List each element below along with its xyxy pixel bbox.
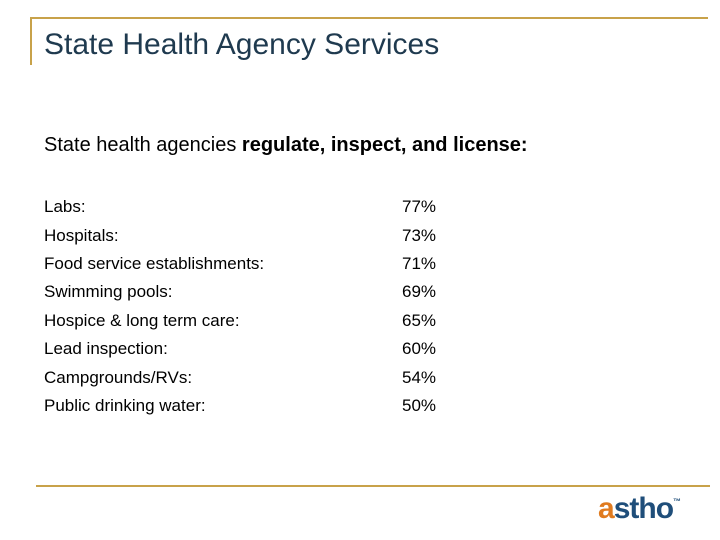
item-value: 65% xyxy=(402,310,437,330)
item-value: 50% xyxy=(402,395,437,415)
item-value: 77% xyxy=(402,197,437,217)
footer-line xyxy=(36,485,710,487)
item-value: 54% xyxy=(402,367,437,387)
list-item: Hospice & long term care: 65% xyxy=(44,307,464,335)
frame-top-line xyxy=(30,17,708,19)
item-value: 69% xyxy=(402,282,437,302)
list-item: Food service establishments: 71% xyxy=(44,250,464,278)
astho-logo: astho™ xyxy=(598,492,681,526)
item-label: Public drinking water: xyxy=(44,395,206,415)
slide-title: State Health Agency Services xyxy=(44,28,440,61)
subtitle-plain: State health agencies xyxy=(44,134,242,156)
list-item: Labs: 77% xyxy=(44,193,464,221)
item-value: 71% xyxy=(402,253,437,273)
list-item: Lead inspection: 60% xyxy=(44,335,464,363)
list-item: Public drinking water: 50% xyxy=(44,392,464,420)
item-label: Food service establishments: xyxy=(44,253,265,273)
list-item: Swimming pools: 69% xyxy=(44,278,464,306)
item-label: Lead inspection: xyxy=(44,339,168,359)
item-label: Hospitals: xyxy=(44,225,119,245)
item-value: 73% xyxy=(402,225,437,245)
item-value: 60% xyxy=(402,339,437,359)
logo-trademark: ™ xyxy=(673,497,682,506)
logo-first-letter: a xyxy=(598,492,615,525)
services-list: Labs: 77% Hospitals: 73% Food service es… xyxy=(44,193,464,420)
subtitle-bold: regulate, inspect, and license: xyxy=(241,134,528,156)
item-label: Campgrounds/RVs: xyxy=(44,367,193,387)
item-label: Swimming pools: xyxy=(44,282,173,302)
list-item: Hospitals: 73% xyxy=(44,221,464,249)
list-item: Campgrounds/RVs: 54% xyxy=(44,363,464,391)
logo-rest: stho xyxy=(613,492,674,525)
item-label: Hospice & long term care: xyxy=(44,310,240,330)
frame-left-line xyxy=(30,17,32,65)
slide-subtitle: State health agencies regulate, inspect,… xyxy=(44,134,528,157)
item-label: Labs: xyxy=(44,197,86,217)
